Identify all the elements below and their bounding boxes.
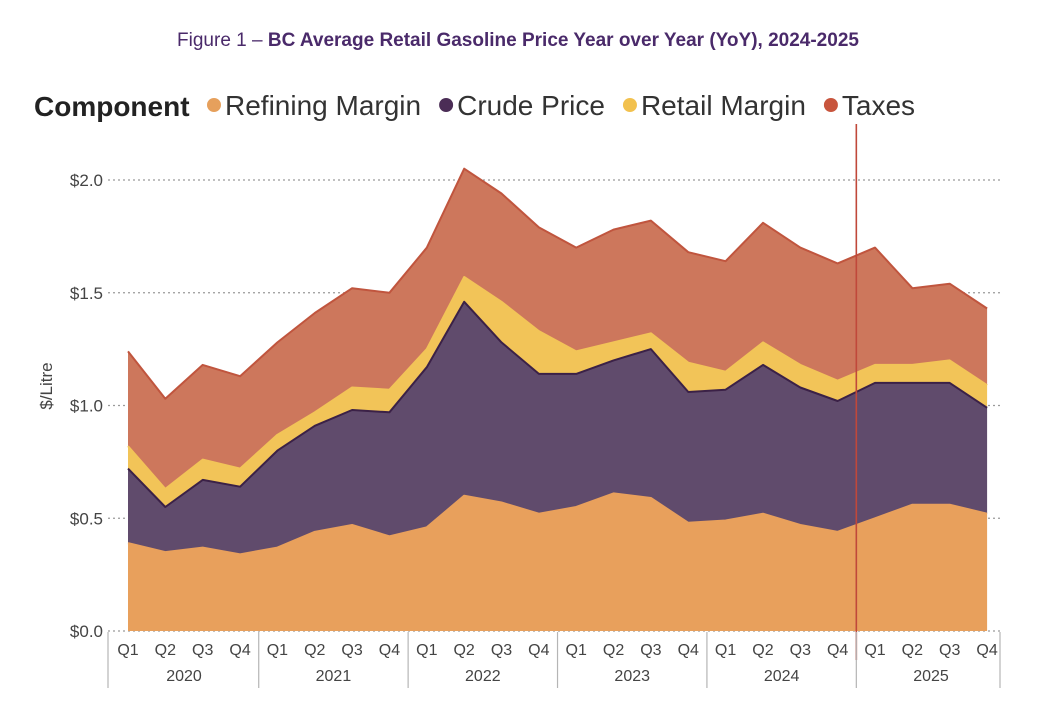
- x-tick-label: Q3: [640, 642, 661, 659]
- x-tick-label: Q2: [752, 642, 773, 659]
- series-line-taxes: [127, 167, 988, 400]
- x-tick-label: Q3: [192, 642, 213, 659]
- y-axis: $0.0 $0.5 $1.0 $1.5 $2.0: [70, 171, 103, 641]
- x-tick-label: Q2: [453, 642, 474, 659]
- x-tick-label: Q3: [939, 642, 960, 659]
- x-tick-label: Q4: [827, 642, 848, 659]
- x-tick-label: Q1: [566, 642, 587, 659]
- y-tick-label: $2.0: [70, 171, 103, 190]
- x-tick-label: Q1: [416, 642, 437, 659]
- y-tick-label: $1.0: [70, 397, 103, 416]
- legend-swatch-retail-margin: [622, 98, 637, 112]
- legend-label-retail-margin: Retail Margin: [641, 90, 806, 121]
- x-year-label: 2024: [764, 668, 800, 685]
- x-year-label: 2025: [913, 668, 949, 685]
- y-axis-title: $/Litre: [37, 362, 56, 409]
- x-tick-label: Q1: [715, 642, 736, 659]
- y-tick-label: $0.5: [70, 509, 103, 528]
- x-tick-label: Q4: [229, 642, 250, 659]
- y-tick-label: $1.5: [70, 284, 103, 303]
- x-tick-label: Q4: [976, 642, 997, 659]
- caption-prefix: Figure 1 –: [177, 30, 268, 51]
- x-tick-label: Q4: [528, 642, 549, 659]
- x-tick-label: Q4: [379, 642, 400, 659]
- area-crude-price: [128, 301, 988, 555]
- x-year-label: 2021: [316, 668, 352, 685]
- stacked-areas: [127, 167, 988, 631]
- x-tick-label: Q2: [902, 642, 923, 659]
- legend-swatch-crude-price: [439, 98, 454, 112]
- x-axis: Q1 Q2 Q3 Q4 Q1 Q2 Q3 Q4 Q1 Q2 Q3 Q4 Q1 Q2 Q3 Q4 Q1 Q2 Q3 Q4…: [107, 632, 1001, 688]
- x-tick-label: Q3: [491, 642, 512, 659]
- x-tick-label: Q2: [155, 642, 176, 659]
- x-tick-label: Q2: [603, 642, 624, 659]
- x-tick-label: Q2: [304, 642, 325, 659]
- series-line-refining-margin: [127, 492, 988, 556]
- caption-title: BC Average Retail Gasoline Price Year ov…: [268, 30, 860, 51]
- legend-label-refining-margin: Refining Margin: [225, 90, 421, 121]
- x-tick-label: Q3: [790, 642, 811, 659]
- legend-label-taxes: Taxes: [842, 90, 915, 121]
- x-year-label: 2022: [465, 668, 501, 685]
- series-line-crude-price: [127, 300, 988, 508]
- area-refining-margin: [128, 493, 988, 631]
- legend-title: Component: [34, 91, 190, 122]
- legend-swatch-refining-margin: [207, 98, 221, 112]
- legend-swatch-taxes: [823, 98, 838, 112]
- x-tick-label: Q3: [341, 642, 362, 659]
- area-taxes: [128, 168, 988, 489]
- x-tick-label: Q1: [267, 642, 288, 659]
- x-tick-label: Q1: [117, 642, 138, 659]
- x-year-label: 2023: [614, 668, 650, 685]
- x-year-label: 2020: [166, 668, 202, 685]
- y-tick-label: $0.0: [70, 622, 103, 641]
- chart-caption: Figure 1 – BC Average Retail Gasoline Pr…: [177, 30, 859, 51]
- series-line-retail-margin: [127, 276, 988, 490]
- x-tick-label: Q4: [678, 642, 699, 659]
- x-tick-label: Q1: [864, 642, 885, 659]
- legend: Component Refining Margin Crude Price Reta…: [34, 90, 915, 122]
- legend-label-crude-price: Crude Price: [457, 90, 605, 121]
